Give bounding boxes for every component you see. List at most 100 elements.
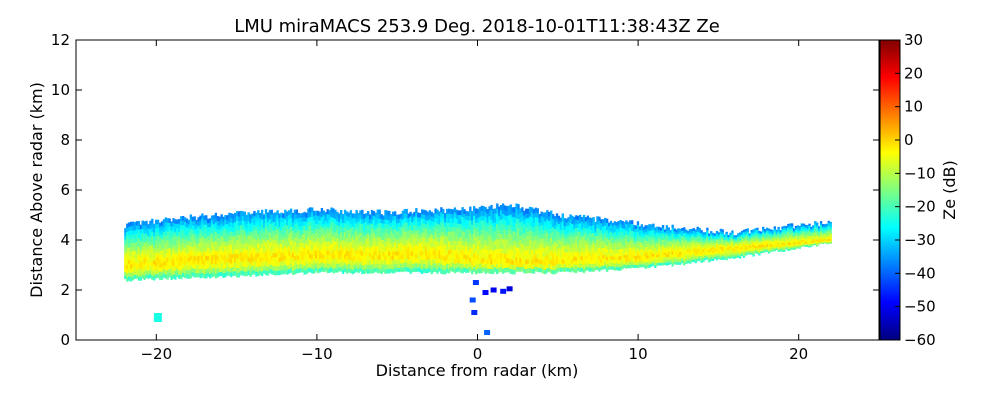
cloud-cell bbox=[170, 221, 173, 227]
cloud-cell bbox=[314, 215, 318, 220]
cloud-cell bbox=[656, 243, 659, 247]
cloud-cell bbox=[303, 260, 306, 266]
cloud-cell bbox=[434, 244, 437, 250]
cloud-cell bbox=[322, 219, 326, 225]
cloud-cell bbox=[351, 260, 354, 266]
cloud-cell bbox=[451, 231, 455, 237]
cloud-cell bbox=[571, 255, 574, 260]
cloud-cell bbox=[773, 233, 776, 236]
cloud-cell bbox=[700, 241, 703, 245]
cloud-cell bbox=[711, 252, 715, 256]
cloud-cell bbox=[264, 265, 268, 271]
cloud-cell bbox=[789, 232, 792, 236]
cloud-cell bbox=[488, 254, 491, 260]
cloud-cell bbox=[659, 241, 663, 245]
cloud-cell bbox=[126, 235, 129, 241]
cloud-cell bbox=[623, 260, 626, 265]
cloud-cell bbox=[760, 248, 763, 251]
cloud-cell bbox=[748, 245, 751, 248]
cloud-cell bbox=[550, 250, 553, 256]
cloud-cell bbox=[218, 271, 221, 277]
cloud-cell bbox=[160, 267, 164, 272]
cloud-cell bbox=[525, 250, 528, 256]
cloud-cell bbox=[794, 232, 798, 235]
cloud-cell bbox=[663, 249, 667, 253]
cloud-cell bbox=[478, 254, 482, 260]
cloud-cell bbox=[584, 244, 588, 249]
cloud-cell bbox=[320, 235, 324, 240]
cloud-cell bbox=[303, 220, 306, 226]
cloud-cell bbox=[480, 220, 484, 226]
cloud-cell bbox=[613, 242, 617, 247]
cloud-cell bbox=[178, 240, 181, 245]
cloud-cell bbox=[656, 248, 659, 252]
cloud-cell bbox=[534, 252, 537, 258]
cloud-cell bbox=[251, 235, 254, 241]
cloud-cell bbox=[702, 232, 705, 235]
cloud-cell bbox=[507, 215, 511, 221]
cloud-cell bbox=[363, 269, 366, 274]
cloud-cell bbox=[656, 256, 659, 261]
cloud-cell bbox=[178, 235, 181, 241]
cloud-cell bbox=[559, 248, 563, 253]
cloud-cell bbox=[552, 252, 555, 258]
cloud-cell bbox=[259, 252, 262, 258]
cloud-cell bbox=[750, 249, 753, 252]
cloud-cell bbox=[704, 244, 707, 247]
cloud-cell bbox=[282, 213, 285, 219]
cloud-cell bbox=[326, 259, 329, 264]
cloud-cell bbox=[384, 269, 387, 274]
cloud-cell bbox=[532, 254, 536, 260]
cloud-cell bbox=[432, 238, 435, 243]
cloud-cell bbox=[494, 235, 497, 241]
cloud-cell bbox=[457, 245, 460, 250]
cloud-cell bbox=[667, 256, 670, 260]
cloud-cell bbox=[234, 248, 237, 254]
cloud-cell bbox=[806, 224, 809, 227]
cloud-cell bbox=[588, 236, 591, 241]
cloud-cell bbox=[147, 228, 150, 233]
cloud-cell bbox=[158, 275, 162, 280]
cloud-cell bbox=[715, 239, 719, 242]
cloud-cell bbox=[228, 248, 231, 254]
cloud-cell bbox=[432, 259, 435, 264]
cloud-cell bbox=[544, 243, 547, 248]
cloud-cell bbox=[473, 248, 476, 254]
cloud-cell bbox=[212, 219, 216, 225]
cloud-cell bbox=[594, 242, 597, 247]
cloud-cell bbox=[182, 242, 185, 247]
cloud-cell bbox=[580, 217, 584, 222]
cloud-cell bbox=[767, 235, 771, 238]
cloud-cell bbox=[228, 253, 231, 259]
cloud-cell bbox=[507, 224, 511, 230]
cloud-cell bbox=[521, 239, 524, 245]
cloud-cell bbox=[790, 236, 794, 239]
cloud-cell bbox=[420, 209, 424, 215]
cloud-cell bbox=[314, 232, 318, 238]
cloud-cell bbox=[320, 230, 324, 236]
cloud-cell bbox=[422, 214, 426, 220]
cloud-cell bbox=[631, 243, 634, 248]
cloud-cell bbox=[393, 250, 397, 256]
cloud-cell bbox=[704, 246, 707, 249]
cloud-cell bbox=[503, 205, 507, 211]
cloud-cell bbox=[465, 241, 468, 247]
cloud-cell bbox=[773, 242, 776, 245]
cloud-cell bbox=[182, 224, 185, 230]
cloud-cell bbox=[735, 240, 738, 243]
cloud-cell bbox=[420, 223, 424, 229]
cloud-cell bbox=[195, 244, 198, 249]
cloud-cell bbox=[137, 250, 140, 256]
cloud-cell bbox=[210, 259, 214, 265]
cloud-cell bbox=[372, 263, 376, 269]
cloud-cell bbox=[266, 230, 270, 236]
cloud-cell bbox=[153, 227, 156, 233]
cloud-cell bbox=[698, 253, 701, 257]
cloud-cell bbox=[149, 237, 152, 242]
cloud-cell bbox=[147, 247, 150, 252]
cloud-cell bbox=[579, 218, 582, 224]
cloud-cell bbox=[158, 259, 162, 264]
cloud-cell bbox=[359, 249, 362, 255]
cloud-cell bbox=[367, 246, 370, 252]
cloud-cell bbox=[534, 225, 537, 231]
